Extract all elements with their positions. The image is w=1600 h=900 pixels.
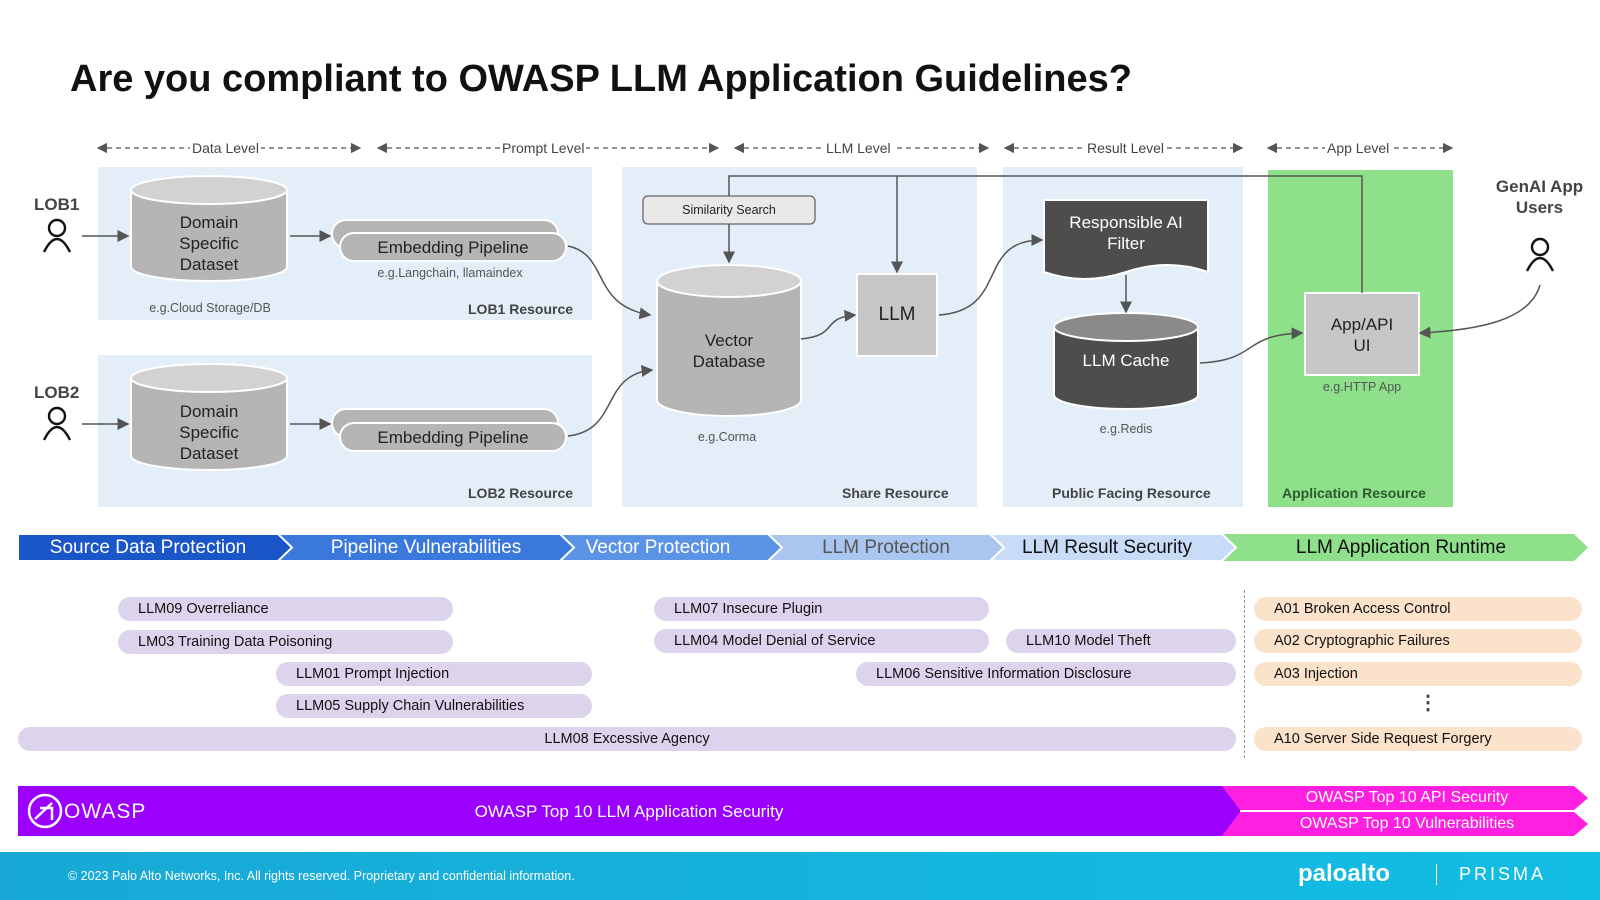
risk-llm10: LLM10 Model Theft <box>1006 629 1236 653</box>
divider <box>1244 590 1245 758</box>
risk-llm08: LLM08 Excessive Agency <box>18 727 1236 751</box>
dataset-lob1: Domain Specific Dataset <box>179 213 239 274</box>
embedding-note: e.g.Langchain, llamaindex <box>377 266 523 280</box>
level-data: Data Level <box>190 140 261 156</box>
level-llm: LLM Level <box>824 140 893 156</box>
region-label-app: Application Resource <box>1282 485 1426 501</box>
region-label-lob2: LOB2 Resource <box>468 485 574 501</box>
risk-lm03: LM03 Training Data Poisoning <box>118 630 453 654</box>
similarity-search: Similarity Search <box>682 203 776 217</box>
owasp-llm-band: OWASP Top 10 LLM Application Security <box>474 802 784 821</box>
phase-source-data-protection: Source Data Protection <box>49 537 247 558</box>
web-risk-a10: A10 Server Side Request Forgery <box>1254 727 1582 751</box>
phase-llm-result-security: LLM Result Security <box>1021 537 1192 558</box>
risk-llm06: LLM06 Sensitive Information Disclosure <box>856 662 1236 686</box>
web-risk-a02: A02 Cryptographic Failures <box>1254 629 1582 653</box>
page-title: Are you compliant to OWASP LLM Applicati… <box>70 58 1132 100</box>
llm-cache: LLM Cache <box>1082 351 1170 370</box>
owasp-vuln-band: OWASP Top 10 Vulnerabilities <box>1299 815 1515 832</box>
owasp-api-band: OWASP Top 10 API Security <box>1305 789 1509 806</box>
region-label-share: Share Resource <box>842 485 949 501</box>
dataset-lob2: Domain Specific Dataset <box>179 402 239 463</box>
actor-lob1: LOB1 <box>34 195 80 214</box>
app-note: e.g.HTTP App <box>1322 380 1402 394</box>
region-label-lob1: LOB1 Resource <box>468 301 574 317</box>
risk-llm01: LLM01 Prompt Injection <box>276 662 592 686</box>
copyright: © 2023 Palo Alto Networks, Inc. All righ… <box>68 869 575 883</box>
phase-llm-application-runtime: LLM Application Runtime <box>1295 537 1507 558</box>
risk-llm04: LLM04 Model Denial of Service <box>654 629 989 653</box>
person-icon-lob1 <box>44 218 70 252</box>
phase-llm-protection: LLM Protection <box>822 537 950 558</box>
cache-note: e.g.Redis <box>1099 422 1153 436</box>
risk-llm09: LLM09 Overreliance <box>118 597 453 621</box>
paloalto-logo: paloalto <box>1298 860 1391 887</box>
vector-note: e.g.Corma <box>697 430 757 444</box>
actor-genai-users: GenAI App Users <box>1495 177 1584 217</box>
level-app: App Level <box>1325 140 1392 156</box>
person-icon-genai-users <box>1527 237 1553 271</box>
llm-node: LLM <box>878 304 916 325</box>
phase-vector-protection: Vector Protection <box>585 537 731 558</box>
region-label-public: Public Facing Resource <box>1052 485 1211 501</box>
vector-database: Vector Database <box>692 331 766 371</box>
web-risk-a03: A03 Injection <box>1254 662 1582 686</box>
embedding-pipeline-lob2: Embedding Pipeline <box>377 428 529 447</box>
actor-lob2: LOB2 <box>34 383 80 402</box>
owasp-band <box>18 786 1588 836</box>
level-prompt: Prompt Level <box>500 140 587 156</box>
web-risk-a01: A01 Broken Access Control <box>1254 597 1582 621</box>
risk-llm07: LLM07 Insecure Plugin <box>654 597 989 621</box>
footer <box>0 852 1600 900</box>
risk-llm05: LLM05 Supply Chain Vulnerabilities <box>276 694 592 718</box>
phase-pipeline-vulnerabilities: Pipeline Vulnerabilities <box>330 537 522 558</box>
dataset-note: e.g.Cloud Storage/DB <box>149 301 271 315</box>
ellipsis: ⋮ <box>1418 692 1438 714</box>
owasp-logo: OWASP <box>64 800 147 823</box>
responsible-ai-filter: Responsible AI Filter <box>1069 213 1183 253</box>
phase-band <box>17 534 1588 561</box>
embedding-pipeline-lob1: Embedding Pipeline <box>377 238 529 257</box>
person-icon-lob2 <box>44 406 70 440</box>
app-api-ui: App/API UI <box>1330 315 1394 355</box>
prisma-logo: PRISMA <box>1436 864 1546 885</box>
level-result: Result Level <box>1085 140 1167 156</box>
